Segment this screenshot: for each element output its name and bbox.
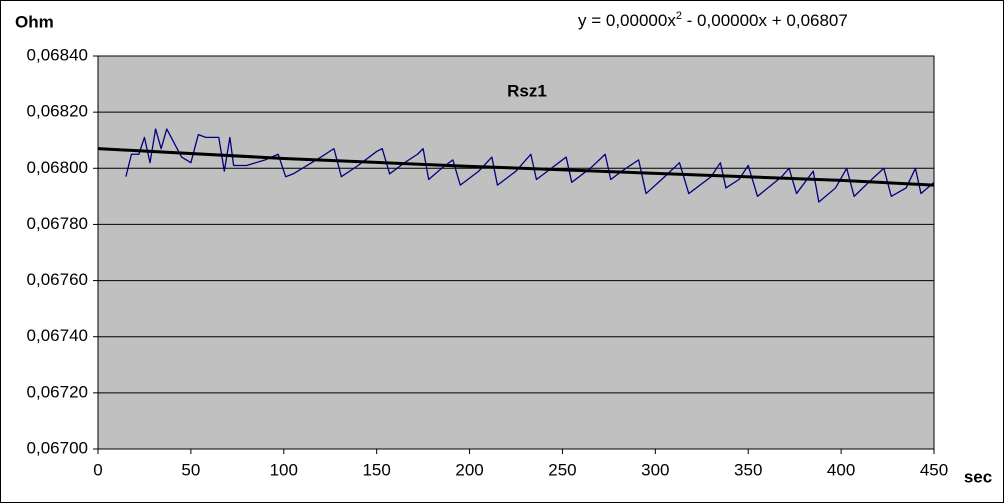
data-line (125, 128, 935, 203)
x-tick-label: 250 (548, 460, 576, 479)
x-tick-label: 0 (93, 460, 102, 479)
chart-title: Rsz1 (507, 81, 547, 100)
x-tick-label: 150 (362, 460, 390, 479)
x-tick-label: 100 (270, 460, 298, 479)
data-line (97, 147, 935, 187)
x-tick-label: 300 (641, 460, 669, 479)
y-tick-label: 0,06760 (27, 270, 88, 289)
plot-area (98, 56, 934, 449)
x-tick-label: 200 (455, 460, 483, 479)
y-tick-label: 0,06840 (27, 45, 88, 64)
y-axis-label: Ohm (15, 12, 54, 31)
x-axis-label: sec (964, 467, 992, 486)
y-tick-label: 0,06800 (27, 158, 88, 177)
x-tick-label: 350 (734, 460, 762, 479)
equation-sup: 2 (676, 10, 682, 22)
equation-rest: - 0,00000x + 0,06807 (682, 11, 848, 30)
equation: y = 0,00000x2 - 0,00000x + 0,06807 (578, 10, 848, 31)
x-tick-label: 400 (827, 460, 855, 479)
equation-base: y = 0,00000x (578, 11, 676, 30)
plot-border (97, 55, 935, 450)
x-tick-label: 50 (181, 460, 200, 479)
y-tick-label: 0,06780 (27, 214, 88, 233)
y-tick-label: 0,06720 (27, 382, 88, 401)
y-tick-label: 0,06740 (27, 326, 88, 345)
y-tick-label: 0,06700 (27, 438, 88, 457)
y-tick-label: 0,06820 (27, 102, 88, 121)
x-tick-label: 450 (920, 460, 948, 479)
